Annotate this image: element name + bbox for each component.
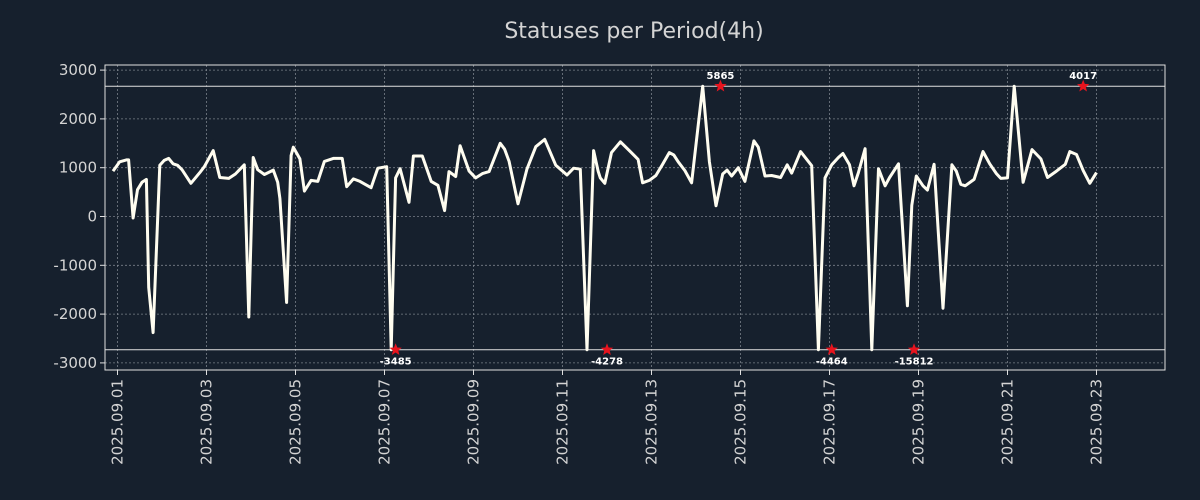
y-tick-label: 1000 [59,159,97,177]
outlier-value-label: -15812 [895,357,934,368]
outlier-value-label: -3485 [380,357,412,368]
x-tick-label: 2025.09.03 [198,379,216,465]
y-tick-label: 3000 [59,61,97,79]
outlier-value-label: -4278 [591,357,623,368]
x-tick-label: 2025.09.07 [376,379,394,465]
axes: 3000 2000 1000 0 -1000 -2000 -3000 2025.09.01 20… [53,61,1166,465]
x-tick-label: 2025.09.19 [910,379,928,465]
x-tick-label: 2025.09.11 [554,379,572,465]
outlier-value-label: 5865 [707,71,735,82]
plot-frame [104,64,1166,371]
x-tick-label: 2025.09.17 [821,379,839,465]
outlier-marker [714,79,727,92]
x-tick-label: 2025.09.21 [999,379,1017,465]
y-tick-label: 0 [87,208,97,226]
outlier-value-label: 4017 [1069,71,1097,82]
y-tick-label: -3000 [53,354,97,372]
outlier-marker [389,343,402,355]
y-tick-label: 2000 [59,110,97,128]
x-tick-label: 2025.09.05 [287,379,305,465]
capped-markers: -3485 -4278 5865 -4464 -15812 4017 [380,71,1097,368]
x-tick-label: 2025.09.13 [643,379,661,465]
series-layer [111,84,1098,352]
chart-title: Statuses per Period(4h) [504,19,763,44]
series-line-0 [111,84,1098,352]
x-tick-label: 2025.09.01 [109,379,127,465]
outlier-marker [600,343,614,355]
outlier-marker [825,343,838,355]
outlier-value-label: -4464 [816,357,848,368]
y-tick-label: -2000 [53,305,97,323]
outlier-marker [1077,79,1090,92]
x-tick-label: 2025.09.09 [465,379,483,465]
x-tick-label: 2025.09.15 [732,379,750,465]
x-tick-label: 2025.09.23 [1088,379,1106,465]
y-tick-label: -1000 [53,256,97,274]
grid [105,65,1165,370]
outlier-marker [907,343,921,355]
